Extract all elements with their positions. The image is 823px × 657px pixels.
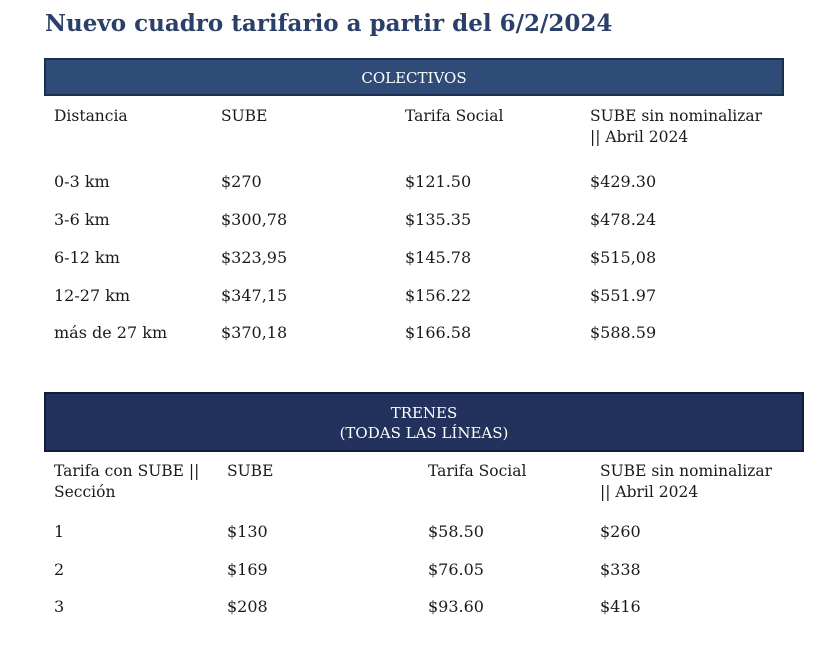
sube-fare-cell: $300,78	[221, 210, 288, 229]
distance-cell: 6-12 km	[54, 248, 120, 267]
unregistered-fare-cell: $416	[600, 597, 641, 616]
column-header-sube: SUBE	[221, 107, 268, 125]
sube-fare-cell: $347,15	[221, 286, 288, 305]
column-header-abril-2024: || Abril 2024	[590, 128, 689, 146]
sube-fare-cell: $130	[227, 522, 268, 541]
column-header-distancia: Distancia	[54, 107, 128, 125]
trenes-heading: TRENES	[390, 404, 458, 422]
trenes-section-header: TRENES (TODAS LAS LÍNEAS)	[44, 392, 804, 452]
distance-cell: más de 27 km	[54, 323, 168, 342]
unregistered-fare-cell: $429.30	[590, 172, 657, 191]
section-cell: 3	[54, 597, 65, 616]
sube-fare-cell: $169	[227, 560, 268, 579]
social-fare-cell: $166.58	[405, 323, 472, 342]
social-fare-cell: $135.35	[405, 210, 472, 229]
trenes-subheading: (TODAS LAS LÍNEAS)	[339, 424, 509, 442]
column-header-sube: SUBE	[227, 462, 274, 480]
unregistered-fare-cell: $515,08	[590, 248, 657, 267]
sube-fare-cell: $370,18	[221, 323, 288, 342]
page-title: Nuevo cuadro tarifario a partir del 6/2/…	[45, 10, 613, 37]
section-cell: 2	[54, 560, 65, 579]
unregistered-fare-cell: $588.59	[590, 323, 657, 342]
column-header-tarifa-social: Tarifa Social	[405, 107, 504, 125]
distance-cell: 12-27 km	[54, 286, 131, 305]
section-cell: 1	[54, 522, 65, 541]
social-fare-cell: $76.05	[428, 560, 484, 579]
social-fare-cell: $145.78	[405, 248, 472, 267]
distance-cell: 3-6 km	[54, 210, 110, 229]
column-header-seccion: Sección	[54, 483, 116, 501]
social-fare-cell: $93.60	[428, 597, 484, 616]
unregistered-fare-cell: $478.24	[590, 210, 657, 229]
sube-fare-cell: $323,95	[221, 248, 288, 267]
column-header-sube-sin-nominalizar: SUBE sin nominalizar	[590, 107, 763, 125]
colectivos-heading: COLECTIVOS	[361, 69, 467, 87]
social-fare-cell: $58.50	[428, 522, 484, 541]
column-header-tarifa-con-sube: Tarifa con SUBE ||	[54, 462, 200, 480]
social-fare-cell: $156.22	[405, 286, 472, 305]
distance-cell: 0-3 km	[54, 172, 110, 191]
sube-fare-cell: $270	[221, 172, 262, 191]
unregistered-fare-cell: $338	[600, 560, 641, 579]
unregistered-fare-cell: $551.97	[590, 286, 657, 305]
column-header-abril-2024: || Abril 2024	[600, 483, 699, 501]
sube-fare-cell: $208	[227, 597, 268, 616]
unregistered-fare-cell: $260	[600, 522, 641, 541]
colectivos-section-header: COLECTIVOS	[44, 58, 784, 96]
column-header-tarifa-social: Tarifa Social	[428, 462, 527, 480]
social-fare-cell: $121.50	[405, 172, 472, 191]
column-header-sube-sin-nominalizar: SUBE sin nominalizar	[600, 462, 773, 480]
